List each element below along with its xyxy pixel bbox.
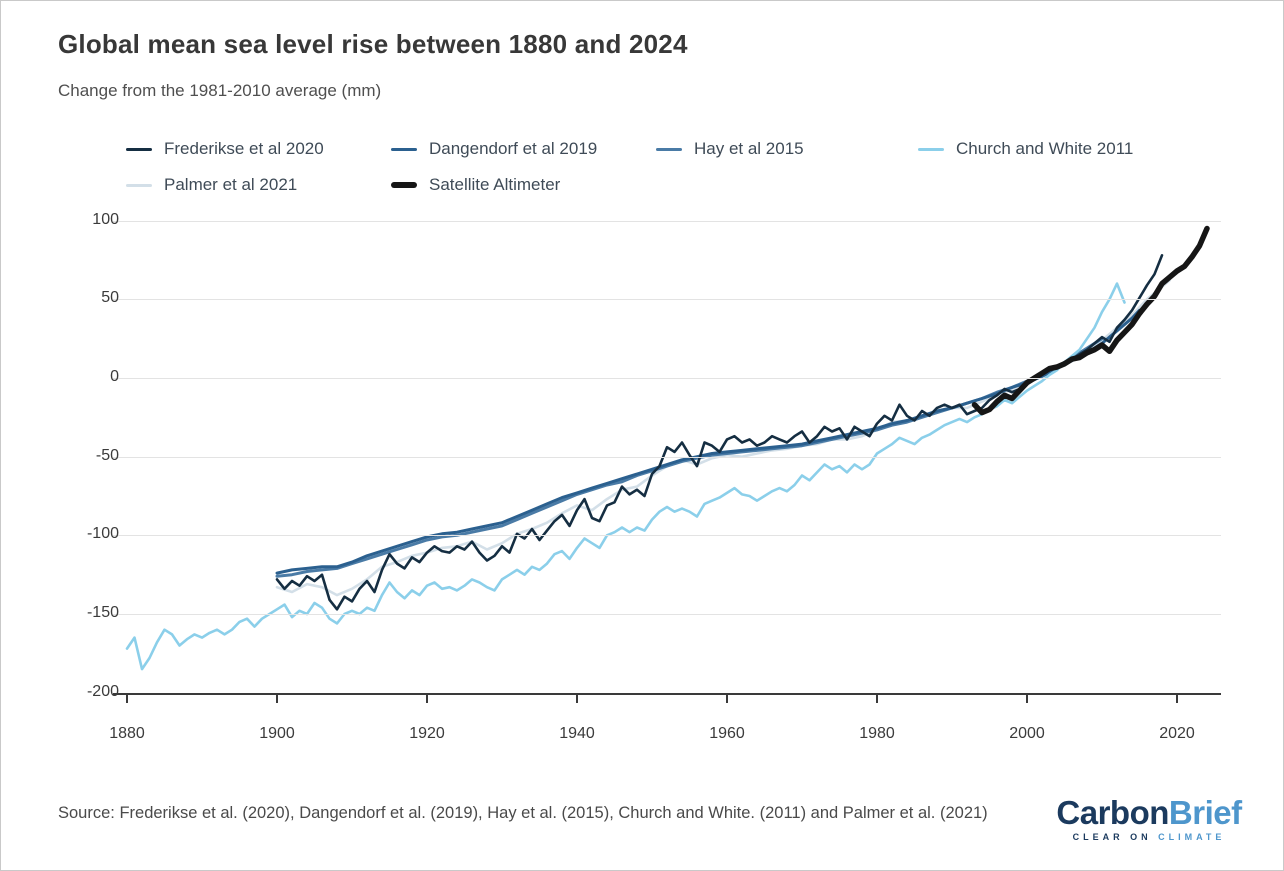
legend-label: Dangendorf et al 2019 — [429, 139, 598, 158]
series-line-frederikse-et-al-2020 — [275, 254, 1164, 611]
x-axis-tick — [576, 695, 578, 703]
legend-item: Palmer et al 2021 — [126, 174, 297, 196]
x-axis-tick — [1026, 695, 1028, 703]
legend-label: Satellite Altimeter — [429, 175, 561, 194]
x-axis-tick — [1176, 695, 1178, 703]
gridline — [113, 299, 1221, 300]
x-axis-tick — [726, 695, 728, 703]
x-axis-line — [113, 693, 1221, 695]
legend-item: Church and White 2011 — [918, 138, 1133, 160]
x-axis-tick — [426, 695, 428, 703]
y-axis-tick-label: 100 — [92, 211, 119, 228]
x-axis-tick — [126, 695, 128, 703]
y-axis-tick-label: 0 — [110, 368, 119, 385]
gridline — [113, 221, 1221, 222]
series-line-palmer-et-al-2021 — [275, 279, 1171, 597]
legend-item: Frederikse et al 2020 — [126, 138, 324, 160]
logo-word-brief: Brief — [1168, 794, 1242, 831]
legend-item: Hay et al 2015 — [656, 138, 804, 160]
legend-swatch — [126, 147, 152, 151]
legend-swatch — [126, 183, 152, 187]
page-title: Global mean sea level rise between 1880 … — [58, 29, 688, 59]
x-axis-tick — [876, 695, 878, 703]
legend-label: Frederikse et al 2020 — [164, 139, 324, 158]
x-axis-tick-label: 2020 — [1159, 725, 1195, 742]
carbonbrief-logo-text: CarbonBrief — [1049, 794, 1249, 831]
x-axis-tick-label: 1920 — [409, 725, 445, 742]
carbonbrief-tagline: CLEAR ON CLIMATE — [1049, 832, 1249, 842]
source-note: Source: Frederikse et al. (2020), Dangen… — [58, 804, 988, 822]
y-axis-tick-label: -150 — [86, 604, 119, 621]
legend-label: Palmer et al 2021 — [164, 175, 298, 194]
y-axis-tick-label: -200 — [86, 683, 119, 700]
gridline — [113, 457, 1221, 458]
y-axis-tick-label: -50 — [95, 447, 119, 464]
legend-item: Dangendorf et al 2019 — [391, 138, 597, 160]
x-axis-tick-label: 1940 — [559, 725, 595, 742]
x-axis-tick-label: 1960 — [709, 725, 745, 742]
legend-swatch — [391, 147, 417, 151]
y-axis-tick-label: 50 — [101, 289, 119, 306]
series-line-church-and-white-2011 — [125, 282, 1126, 671]
carbonbrief-logo: CarbonBrief CLEAR ON CLIMATE — [1049, 794, 1249, 842]
legend-swatch — [918, 147, 944, 151]
legend-label: Church and White 2011 — [956, 139, 1134, 158]
x-axis-tick-label: 1900 — [259, 725, 295, 742]
gridline — [113, 614, 1221, 615]
series-line-dangendorf-et-al-2019 — [275, 308, 1141, 575]
gridline — [113, 378, 1221, 379]
gridline — [113, 535, 1221, 536]
legend-item: Satellite Altimeter — [391, 174, 560, 196]
y-axis-tick-label: -100 — [86, 525, 119, 542]
x-axis-tick — [276, 695, 278, 703]
x-axis-tick-label: 2000 — [1009, 725, 1045, 742]
legend-swatch — [656, 147, 682, 151]
tagline-clear-on: CLEAR ON — [1072, 832, 1152, 843]
x-axis-tick-label: 1880 — [109, 725, 145, 742]
x-axis-tick-label: 1980 — [859, 725, 895, 742]
series-line-satellite-altimeter — [971, 225, 1210, 416]
page-subtitle: Change from the 1981-2010 average (mm) — [58, 81, 382, 100]
legend-swatch — [391, 182, 417, 188]
logo-word-carbon: Carbon — [1056, 794, 1169, 831]
tagline-climate: CLIMATE — [1158, 832, 1226, 843]
legend-label: Hay et al 2015 — [694, 139, 804, 158]
